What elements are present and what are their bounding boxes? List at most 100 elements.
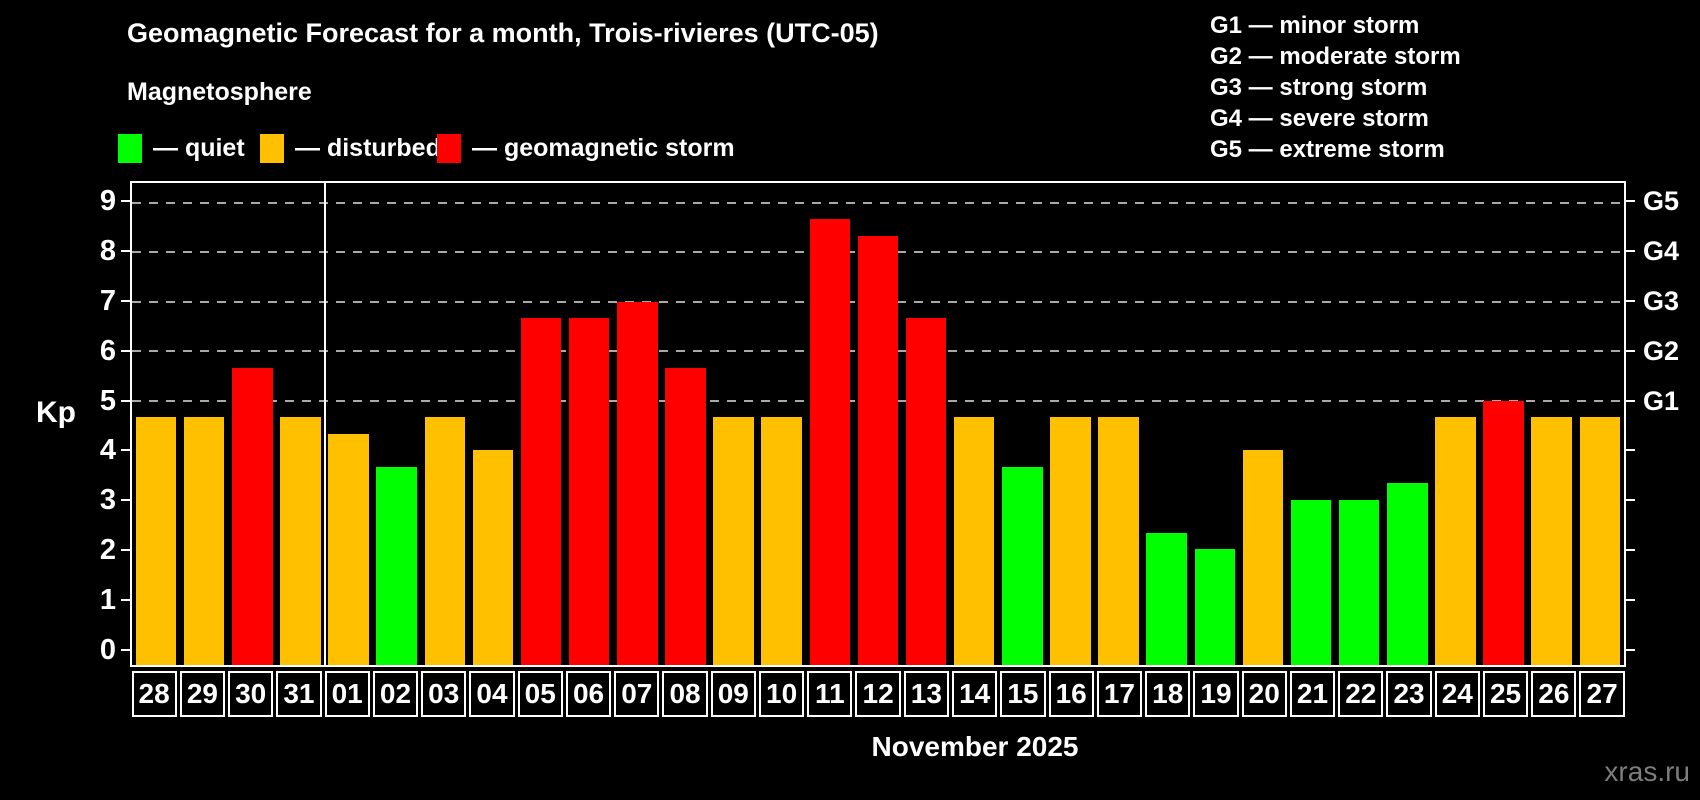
- right-axis-tick-5: [1626, 399, 1635, 402]
- legend-item-quiet: — quiet: [118, 133, 245, 163]
- kp-bar-day-12: [857, 235, 899, 665]
- day-label-cell: 18: [1144, 671, 1192, 717]
- right-axis-tick-4: [1626, 449, 1635, 452]
- day-label-13: 13: [903, 671, 950, 717]
- kp-bar-day-05: [520, 318, 562, 665]
- bar-slot-day-11: [806, 183, 854, 665]
- day-label-17: 17: [1096, 671, 1143, 717]
- kp-bar-day-23: [1387, 483, 1428, 665]
- bar-slot-day-21: [1287, 183, 1335, 665]
- day-label-cell: 06: [564, 671, 612, 717]
- bars-layer: [132, 183, 1624, 665]
- bar-slot-day-27: [1576, 183, 1624, 665]
- kp-bar-day-24: [1435, 417, 1476, 665]
- day-label-cell: 09: [709, 671, 757, 717]
- day-label-03: 03: [421, 671, 467, 717]
- left-axis-label-1: 1: [99, 584, 116, 617]
- disturbed-color-swatch: [260, 133, 284, 163]
- g-scale-legend-item: G4 — severe storm: [1210, 105, 1429, 132]
- bar-slot-day-16: [1046, 183, 1094, 665]
- bar-slot-day-20: [1239, 183, 1287, 665]
- g-scale-legend-item: G2 — moderate storm: [1210, 43, 1461, 70]
- day-label-09: 09: [710, 671, 756, 717]
- bar-slot-day-31: [276, 183, 324, 665]
- right-axis-tick-7: [1626, 299, 1635, 302]
- kp-bar-day-31: [280, 417, 321, 665]
- day-label-cell: 08: [661, 671, 709, 717]
- day-label-cell: 12: [854, 671, 902, 717]
- day-label-07: 07: [614, 671, 660, 717]
- day-label-cell: 26: [1530, 671, 1578, 717]
- day-label-cell: 23: [1385, 671, 1433, 717]
- storm-color-swatch: [437, 133, 461, 163]
- day-label-cell: 16: [1047, 671, 1095, 717]
- day-label-cell: 05: [516, 671, 564, 717]
- day-label-cell: 27: [1578, 671, 1626, 717]
- left-axis-label-8: 8: [99, 234, 116, 267]
- bar-slot-day-30: [228, 183, 276, 665]
- day-label-cell: 17: [1095, 671, 1143, 717]
- left-axis-tick-0: [121, 649, 130, 652]
- bar-slot-day-12: [854, 183, 902, 665]
- day-label-18: 18: [1145, 671, 1191, 717]
- day-label-24: 24: [1434, 671, 1480, 717]
- day-label-02: 02: [372, 671, 419, 717]
- kp-bar-day-06: [568, 318, 610, 665]
- kp-bar-day-15: [1002, 466, 1043, 665]
- kp-bar-day-16: [1050, 417, 1091, 665]
- kp-bar-day-25: [1483, 400, 1524, 665]
- day-label-cell: 29: [178, 671, 226, 717]
- kp-bar-day-27: [1579, 417, 1621, 665]
- day-label-27: 27: [1579, 671, 1625, 717]
- g-scale-legend-item: G1 — minor storm: [1210, 12, 1420, 39]
- bar-slot-day-13: [902, 183, 950, 665]
- bar-slot-day-09: [710, 183, 758, 665]
- g-scale-legend: G1 — minor storm G2 — moderate storm G3 — …: [1210, 10, 1461, 165]
- day-label-06: 06: [565, 671, 612, 717]
- right-axis-label-G1: G1: [1643, 385, 1680, 416]
- kp-bar-day-22: [1338, 499, 1380, 665]
- kp-bar-day-02: [376, 466, 417, 665]
- left-axis-tick-2: [121, 549, 130, 552]
- day-label-12: 12: [855, 671, 901, 717]
- day-label-cell: 03: [420, 671, 468, 717]
- left-axis-label-5: 5: [99, 384, 116, 417]
- right-axis-label-G4: G4: [1643, 235, 1680, 266]
- legend-item-label: — disturbed: [295, 133, 441, 162]
- left-axis-tick-9: [121, 199, 130, 202]
- kp-bar-day-09: [713, 417, 754, 665]
- bar-slot-day-03: [421, 183, 469, 665]
- bar-slot-day-15: [998, 183, 1046, 665]
- bar-slot-day-29: [180, 183, 228, 665]
- kp-bar-day-10: [761, 417, 802, 665]
- day-label-cell: 21: [1288, 671, 1336, 717]
- left-axis-tick-5: [121, 399, 130, 402]
- kp-bar-day-30: [232, 367, 273, 665]
- g-scale-legend-item: G5 — extreme storm: [1210, 136, 1445, 163]
- day-label-20: 20: [1241, 671, 1287, 717]
- left-axis-label-3: 3: [99, 484, 116, 517]
- right-axis-label-G5: G5: [1643, 185, 1680, 216]
- right-axis-tick-8: [1626, 249, 1635, 252]
- day-label-cell: 02: [371, 671, 419, 717]
- day-label-25: 25: [1482, 671, 1529, 717]
- left-axis-tick-1: [121, 599, 130, 602]
- right-axis-label-G3: G3: [1643, 285, 1680, 316]
- kp-bar-day-14: [953, 417, 995, 665]
- kp-bar-day-01: [328, 433, 369, 665]
- day-label-cell: 04: [468, 671, 516, 717]
- day-label-cell: 11: [806, 671, 854, 717]
- day-label-15: 15: [1000, 671, 1046, 717]
- watermark: xras.ru: [1604, 756, 1690, 787]
- kp-bar-day-13: [905, 318, 947, 665]
- g-scale-legend-item: G3 — strong storm: [1210, 74, 1428, 101]
- day-label-16: 16: [1048, 671, 1094, 717]
- kp-bar-day-11: [809, 219, 851, 665]
- left-axis-label-7: 7: [99, 284, 116, 317]
- day-label-10: 10: [758, 671, 805, 717]
- day-label-cell: 25: [1481, 671, 1529, 717]
- bar-slot-day-24: [1431, 183, 1479, 665]
- bar-slot-day-18: [1143, 183, 1191, 665]
- quiet-color-swatch: [118, 133, 142, 163]
